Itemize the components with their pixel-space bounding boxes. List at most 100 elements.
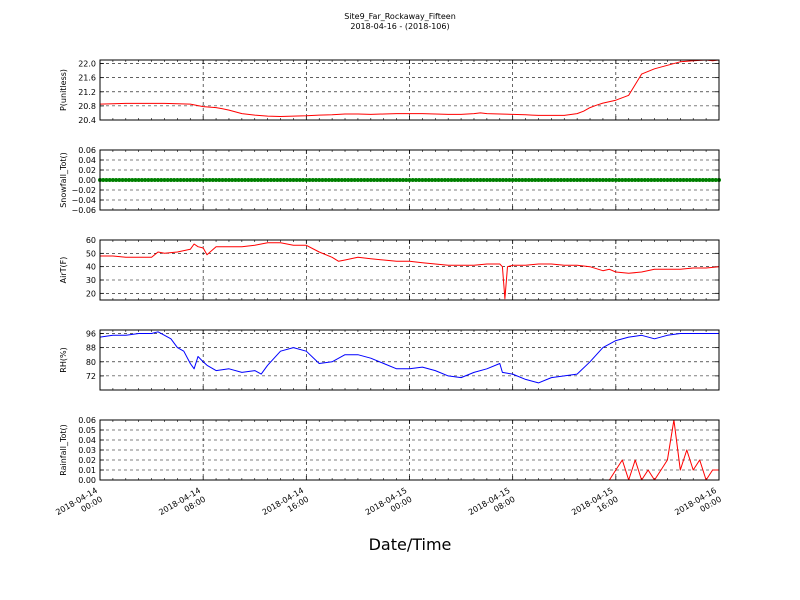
data-point — [513, 178, 518, 182]
data-point — [668, 178, 673, 182]
data-point — [694, 178, 699, 182]
data-point — [330, 178, 335, 182]
data-point — [336, 178, 341, 182]
data-point — [591, 178, 596, 182]
data-point — [436, 178, 441, 182]
data-point — [233, 178, 238, 182]
data-point — [323, 178, 328, 182]
data-point — [678, 178, 683, 182]
data-point — [571, 178, 576, 182]
x-tick-label: 2018-04-1416:00 — [261, 486, 311, 526]
data-point — [420, 178, 425, 182]
data-point — [333, 178, 338, 182]
data-point — [236, 178, 241, 182]
data-point — [520, 178, 525, 182]
data-point — [681, 178, 686, 182]
data-point — [700, 178, 705, 182]
data-point — [594, 178, 599, 182]
data-point — [546, 178, 551, 182]
series-line — [100, 242, 720, 300]
data-point — [139, 178, 144, 182]
data-point — [291, 178, 296, 182]
data-point — [452, 178, 457, 182]
data-point — [152, 178, 157, 182]
data-point — [465, 178, 470, 182]
data-point — [491, 178, 496, 182]
data-point — [504, 178, 509, 182]
data-point — [639, 178, 644, 182]
axes-frame — [99, 419, 720, 481]
data-point — [665, 178, 670, 182]
data-point — [359, 178, 364, 182]
data-point — [413, 178, 418, 182]
data-point — [156, 178, 161, 182]
data-point — [617, 178, 622, 182]
data-point — [459, 178, 464, 182]
y-tick-label: 0.03 — [78, 446, 96, 455]
data-point — [339, 178, 344, 182]
x-tick-label: 2018-04-1516:00 — [570, 486, 620, 526]
data-point — [626, 178, 631, 182]
data-point — [127, 178, 132, 182]
y-axis-label: AirT(F) — [59, 257, 68, 284]
y-tick-label: 21.6 — [78, 74, 96, 83]
data-point — [449, 178, 454, 182]
y-tick-label: 50 — [86, 249, 96, 258]
data-point — [197, 178, 202, 182]
data-point — [578, 178, 583, 182]
subplot-1: 20.4 20.8 21.2 21.6 22.0 P(unitless) — [59, 59, 720, 125]
data-point — [381, 178, 386, 182]
y-tick-label: 80 — [86, 358, 96, 367]
x-axis-label: Date/Time — [369, 535, 452, 554]
x-tick-label: 2018-04-1408:00 — [157, 486, 207, 526]
data-point — [433, 178, 438, 182]
data-point — [523, 178, 528, 182]
data-point — [130, 178, 135, 182]
data-point — [539, 178, 544, 182]
subplot-5: 0.000.010.020.030.040.050.06 Rainfall_Tot… — [59, 416, 720, 485]
data-point — [178, 178, 183, 182]
data-point — [391, 178, 396, 182]
data-point — [417, 178, 422, 182]
data-point — [207, 178, 212, 182]
data-point — [526, 178, 531, 182]
data-point — [494, 178, 499, 182]
data-point — [713, 178, 718, 182]
data-point — [294, 178, 299, 182]
data-point — [314, 178, 319, 182]
data-point — [684, 178, 689, 182]
data-point — [704, 178, 709, 182]
data-point — [597, 178, 602, 182]
data-point — [214, 178, 219, 182]
data-point — [510, 178, 515, 182]
y-tick-label: 30 — [86, 276, 96, 285]
axes-frame — [99, 329, 720, 391]
data-point — [194, 178, 199, 182]
data-point — [497, 178, 502, 182]
data-point — [143, 178, 148, 182]
data-point — [101, 178, 106, 182]
data-point — [478, 178, 483, 182]
data-point — [168, 178, 173, 182]
data-point — [655, 178, 660, 182]
data-point — [697, 178, 702, 182]
data-point — [349, 178, 354, 182]
y-axis-label: P(unitless) — [59, 69, 68, 111]
data-point — [372, 178, 377, 182]
chart-title-line2: 2018-04-16 - (2018-106) — [350, 22, 449, 31]
data-point — [687, 178, 692, 182]
x-tick-labels: 2018-04-1400:00 2018-04-1408:00 2018-04-14… — [54, 486, 723, 526]
data-point — [671, 178, 676, 182]
data-point — [646, 178, 651, 182]
data-point — [620, 178, 625, 182]
data-point — [352, 178, 357, 182]
data-point — [365, 178, 370, 182]
data-point — [439, 178, 444, 182]
data-point — [175, 178, 180, 182]
y-tick-label: 0.04 — [78, 436, 96, 445]
y-tick-label: 0.02 — [78, 166, 96, 175]
data-point — [530, 178, 535, 182]
data-point — [691, 178, 696, 182]
x-tick-label: 2018-04-1600:00 — [673, 486, 723, 526]
